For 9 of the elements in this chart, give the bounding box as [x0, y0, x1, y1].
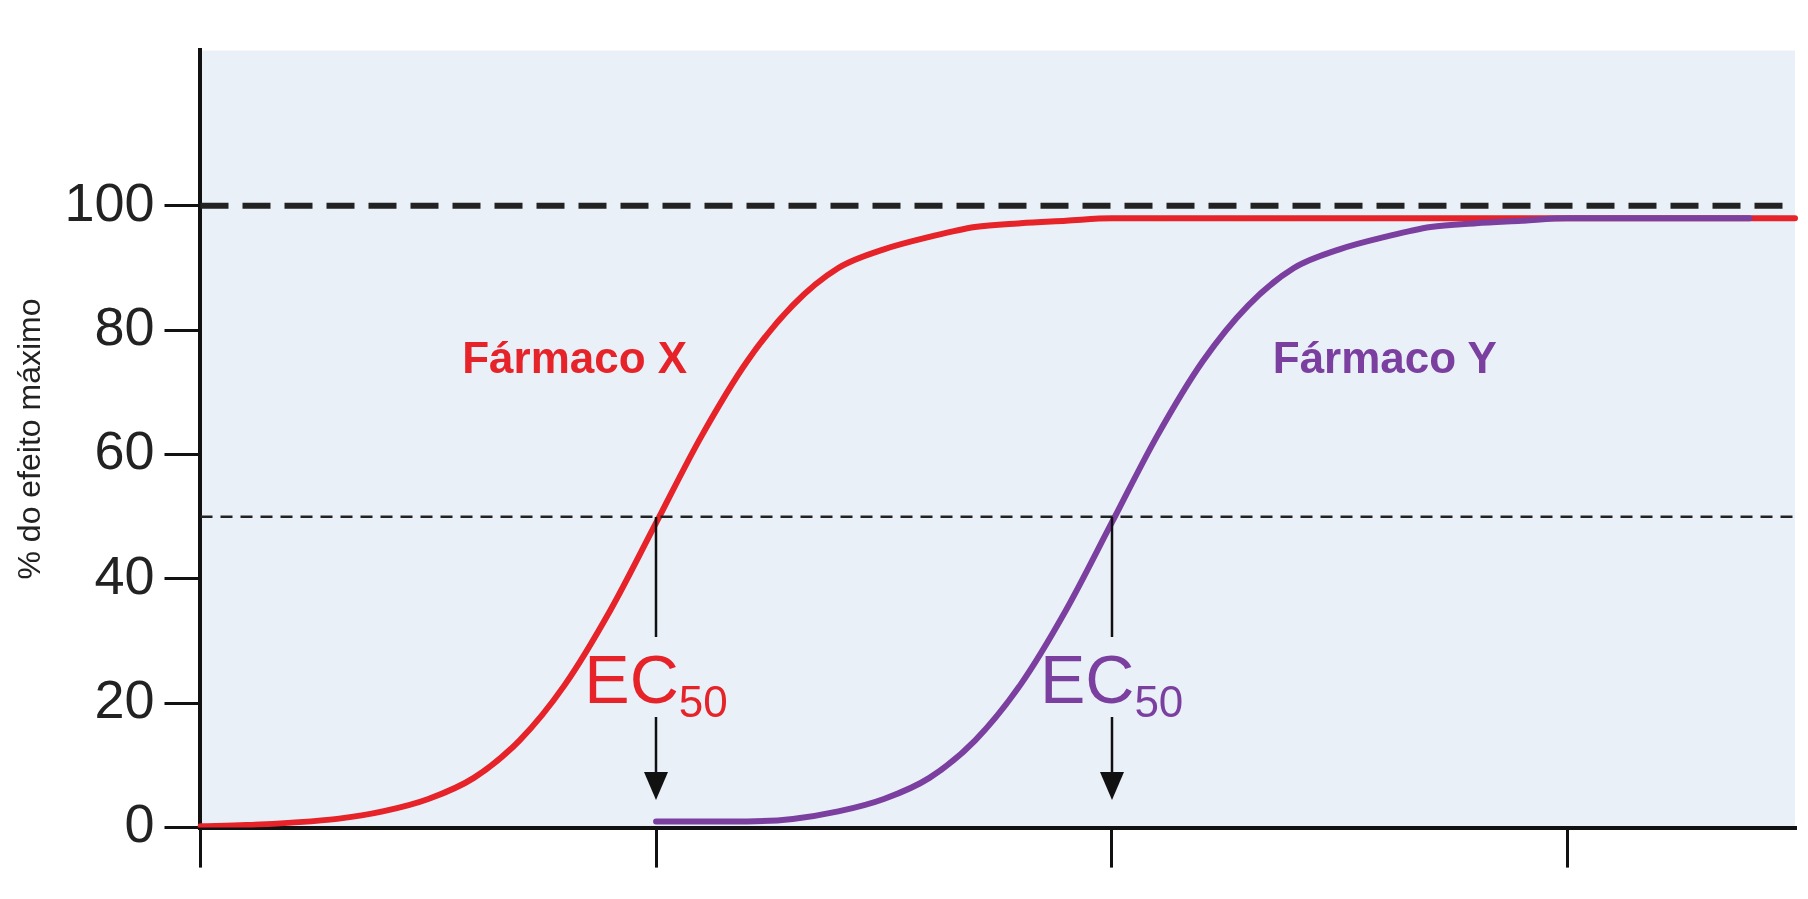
y-tick-label: 60 [94, 420, 155, 481]
y-tick-label: 80 [94, 296, 155, 357]
series-label: Fármaco Y [1272, 333, 1497, 383]
y-tick-label: 100 [64, 171, 155, 232]
y-axis-title: % do efeito máximo [11, 298, 48, 580]
y-tick-label: 0 [124, 793, 155, 854]
series-label: Fármaco X [462, 333, 688, 383]
y-tick-label: 40 [94, 544, 155, 605]
y-tick-label: 20 [94, 669, 155, 730]
